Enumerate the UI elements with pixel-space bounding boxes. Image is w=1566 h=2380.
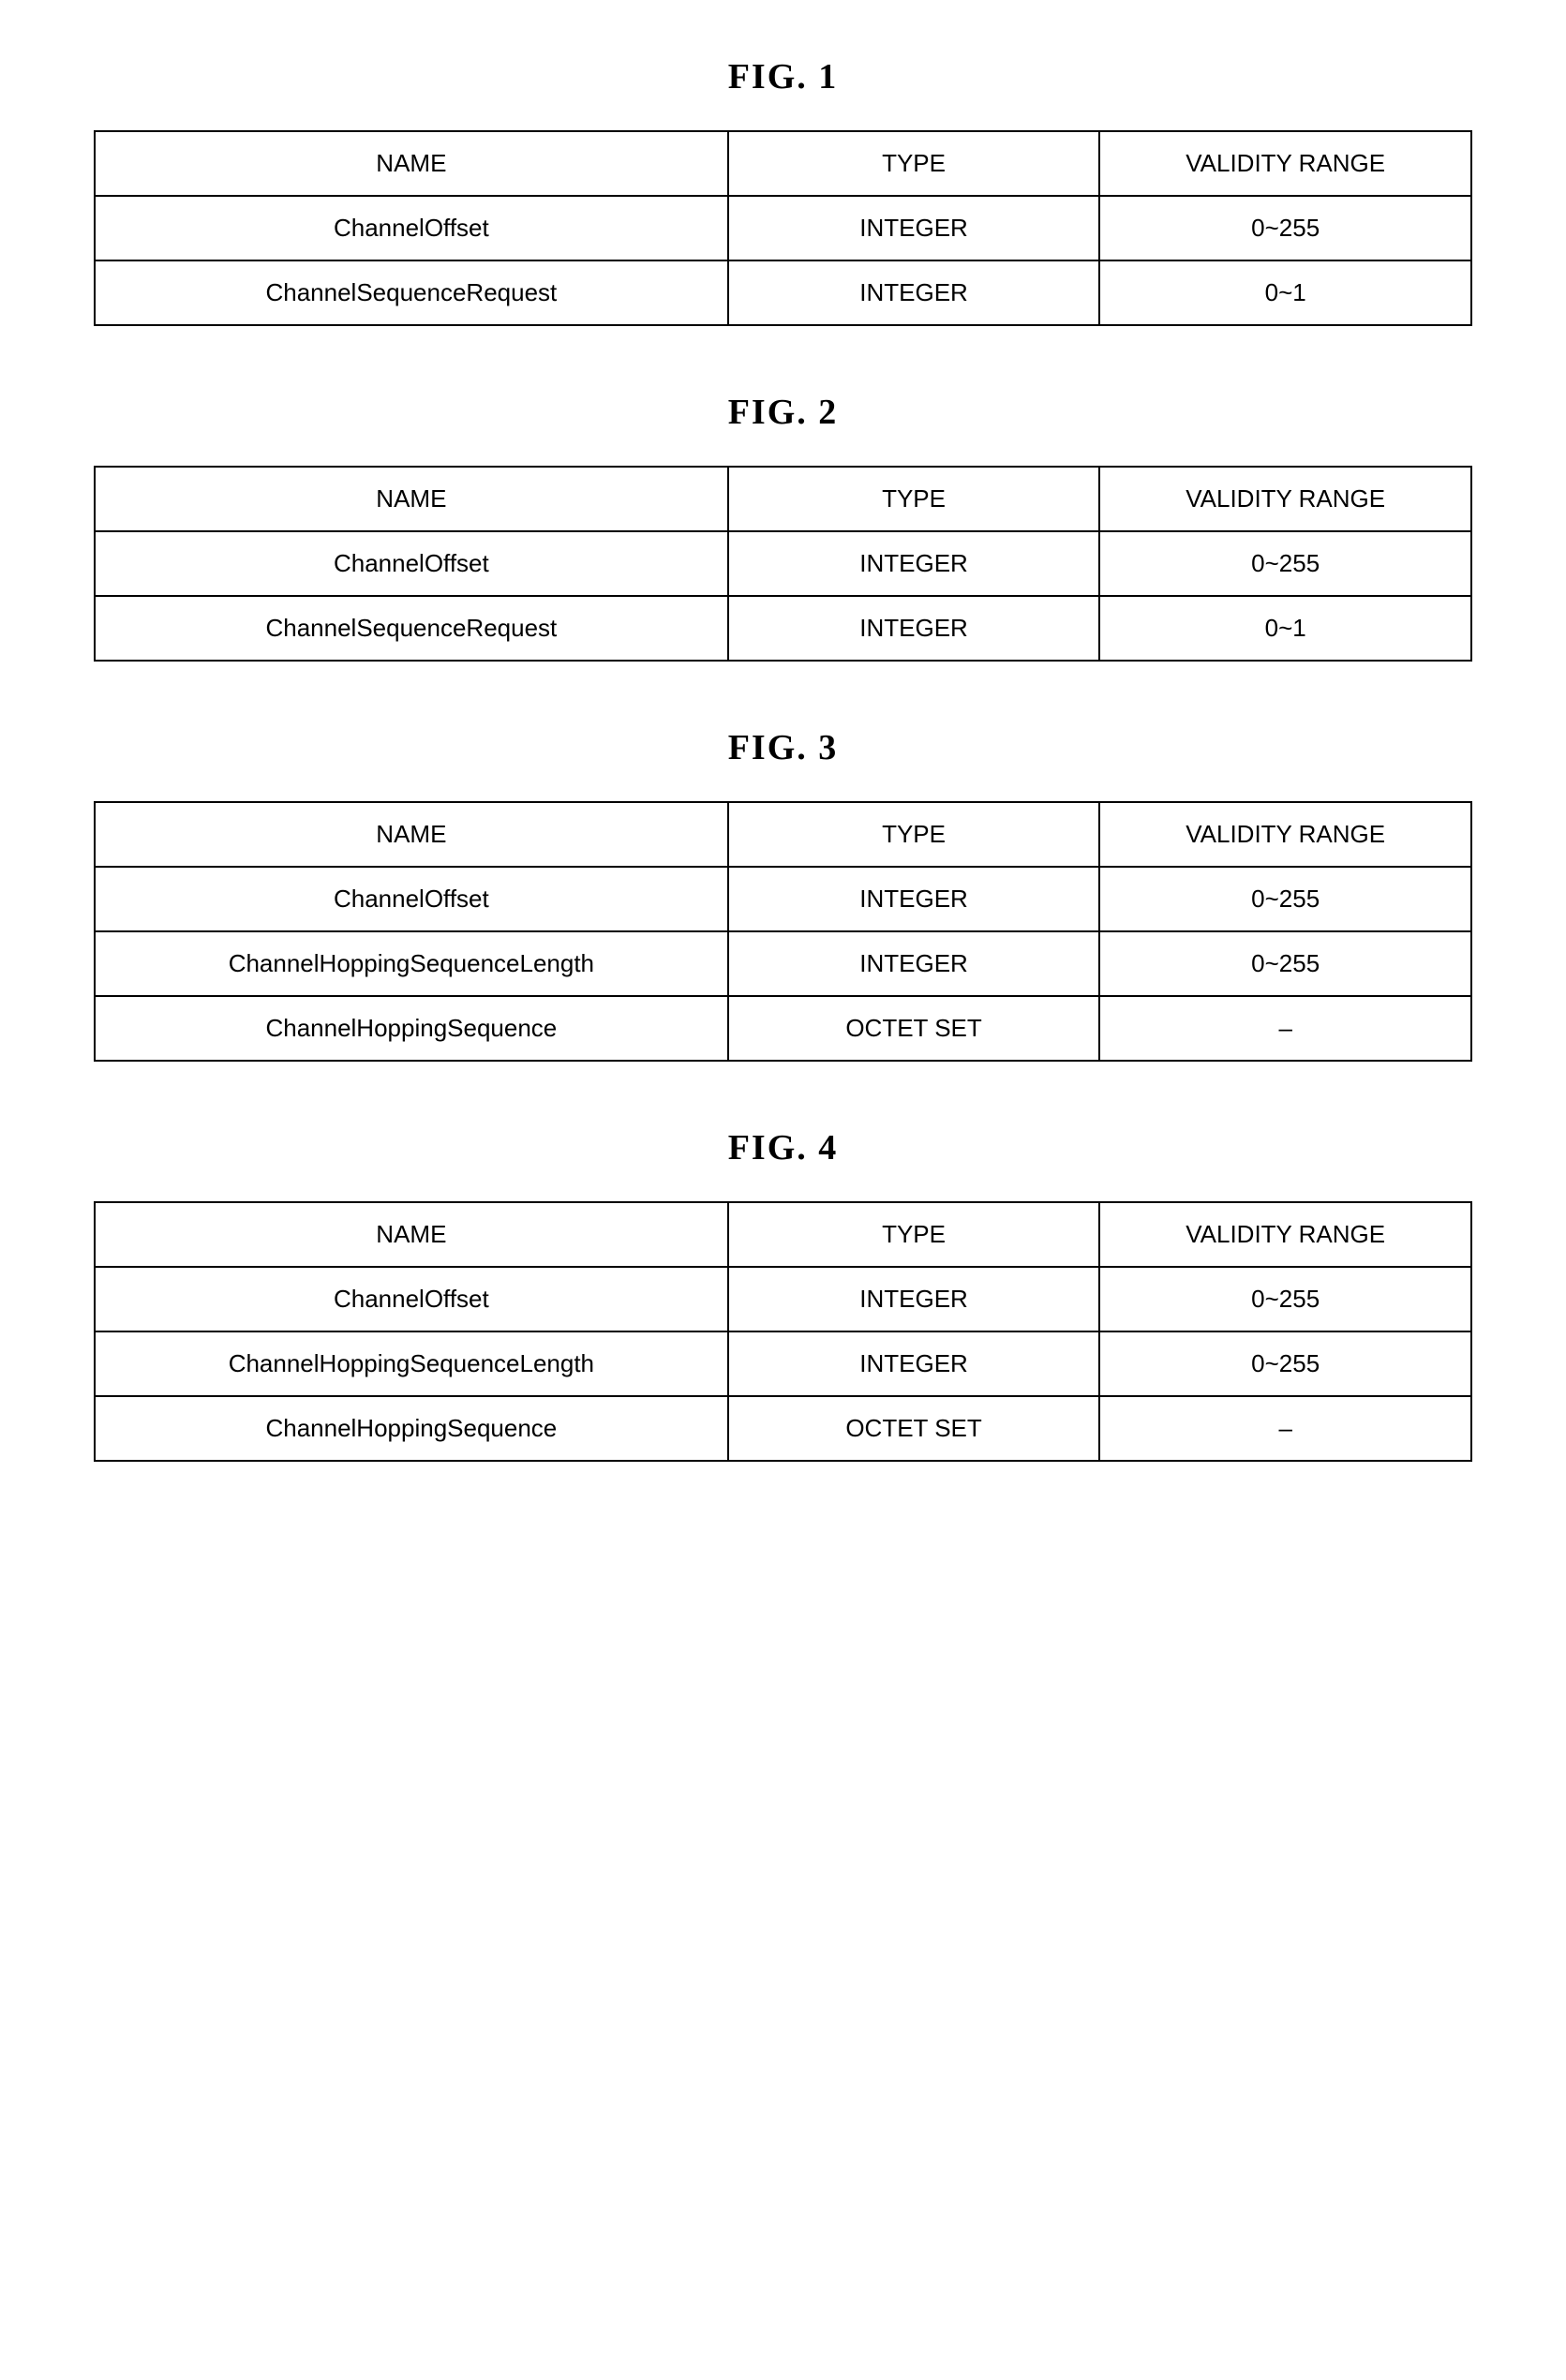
table-cell: ChannelSequenceRequest xyxy=(95,260,728,325)
table-cell: ChannelOffset xyxy=(95,1267,728,1331)
figure-title: FIG. 2 xyxy=(94,392,1472,433)
figure: FIG. 4NAMETYPEVALIDITY RANGEChannelOffse… xyxy=(94,1127,1472,1462)
table-cell: INTEGER xyxy=(728,596,1100,661)
table-cell: 0~255 xyxy=(1099,931,1471,996)
table-cell: 0~255 xyxy=(1099,531,1471,596)
table-row: ChannelHoppingSequenceLengthINTEGER0~255 xyxy=(95,1331,1471,1396)
table-cell: INTEGER xyxy=(728,931,1100,996)
table-header-cell: VALIDITY RANGE xyxy=(1099,131,1471,196)
table-row: ChannelHoppingSequenceLengthINTEGER0~255 xyxy=(95,931,1471,996)
table-cell: ChannelOffset xyxy=(95,867,728,931)
table-cell: ChannelSequenceRequest xyxy=(95,596,728,661)
table-cell: OCTET SET xyxy=(728,1396,1100,1461)
table-row: ChannelOffsetINTEGER0~255 xyxy=(95,531,1471,596)
table-header-cell: NAME xyxy=(95,467,728,531)
table-cell: ChannelOffset xyxy=(95,196,728,260)
table-cell: ChannelOffset xyxy=(95,531,728,596)
table-cell: OCTET SET xyxy=(728,996,1100,1061)
figure-title: FIG. 1 xyxy=(94,56,1472,97)
table-header-row: NAMETYPEVALIDITY RANGE xyxy=(95,1202,1471,1267)
table-cell: 0~1 xyxy=(1099,260,1471,325)
table-cell: ChannelHoppingSequenceLength xyxy=(95,1331,728,1396)
table-header-cell: NAME xyxy=(95,131,728,196)
table-cell: INTEGER xyxy=(728,1331,1100,1396)
table-cell: INTEGER xyxy=(728,867,1100,931)
table-row: ChannelOffsetINTEGER0~255 xyxy=(95,867,1471,931)
table-header-cell: NAME xyxy=(95,1202,728,1267)
table-row: ChannelSequenceRequestINTEGER0~1 xyxy=(95,596,1471,661)
figure: FIG. 3NAMETYPEVALIDITY RANGEChannelOffse… xyxy=(94,727,1472,1062)
table-cell: INTEGER xyxy=(728,531,1100,596)
data-table: NAMETYPEVALIDITY RANGEChannelOffsetINTEG… xyxy=(94,1201,1472,1462)
table-row: ChannelHoppingSequenceOCTET SET– xyxy=(95,1396,1471,1461)
table-cell: INTEGER xyxy=(728,1267,1100,1331)
table-header-cell: TYPE xyxy=(728,802,1100,867)
table-row: ChannelOffsetINTEGER0~255 xyxy=(95,1267,1471,1331)
table-cell: 0~255 xyxy=(1099,867,1471,931)
table-cell: 0~255 xyxy=(1099,196,1471,260)
table-cell: – xyxy=(1099,996,1471,1061)
table-row: ChannelOffsetINTEGER0~255 xyxy=(95,196,1471,260)
table-cell: ChannelHoppingSequenceLength xyxy=(95,931,728,996)
table-cell: INTEGER xyxy=(728,260,1100,325)
table-header-cell: TYPE xyxy=(728,131,1100,196)
data-table: NAMETYPEVALIDITY RANGEChannelOffsetINTEG… xyxy=(94,130,1472,326)
table-header-row: NAMETYPEVALIDITY RANGE xyxy=(95,467,1471,531)
table-header-cell: NAME xyxy=(95,802,728,867)
data-table: NAMETYPEVALIDITY RANGEChannelOffsetINTEG… xyxy=(94,466,1472,662)
table-header-row: NAMETYPEVALIDITY RANGE xyxy=(95,802,1471,867)
table-cell: ChannelHoppingSequence xyxy=(95,996,728,1061)
table-header-cell: TYPE xyxy=(728,1202,1100,1267)
figure-title: FIG. 4 xyxy=(94,1127,1472,1168)
figures-container: FIG. 1NAMETYPEVALIDITY RANGEChannelOffse… xyxy=(94,56,1472,1462)
figure: FIG. 2NAMETYPEVALIDITY RANGEChannelOffse… xyxy=(94,392,1472,662)
data-table: NAMETYPEVALIDITY RANGEChannelOffsetINTEG… xyxy=(94,801,1472,1062)
table-row: ChannelHoppingSequenceOCTET SET– xyxy=(95,996,1471,1061)
table-cell: 0~1 xyxy=(1099,596,1471,661)
table-header-cell: VALIDITY RANGE xyxy=(1099,467,1471,531)
table-header-cell: TYPE xyxy=(728,467,1100,531)
table-header-cell: VALIDITY RANGE xyxy=(1099,1202,1471,1267)
figure-title: FIG. 3 xyxy=(94,727,1472,768)
table-cell: 0~255 xyxy=(1099,1331,1471,1396)
table-cell: 0~255 xyxy=(1099,1267,1471,1331)
table-header-cell: VALIDITY RANGE xyxy=(1099,802,1471,867)
table-header-row: NAMETYPEVALIDITY RANGE xyxy=(95,131,1471,196)
table-row: ChannelSequenceRequestINTEGER0~1 xyxy=(95,260,1471,325)
table-cell: – xyxy=(1099,1396,1471,1461)
figure: FIG. 1NAMETYPEVALIDITY RANGEChannelOffse… xyxy=(94,56,1472,326)
table-cell: INTEGER xyxy=(728,196,1100,260)
table-cell: ChannelHoppingSequence xyxy=(95,1396,728,1461)
